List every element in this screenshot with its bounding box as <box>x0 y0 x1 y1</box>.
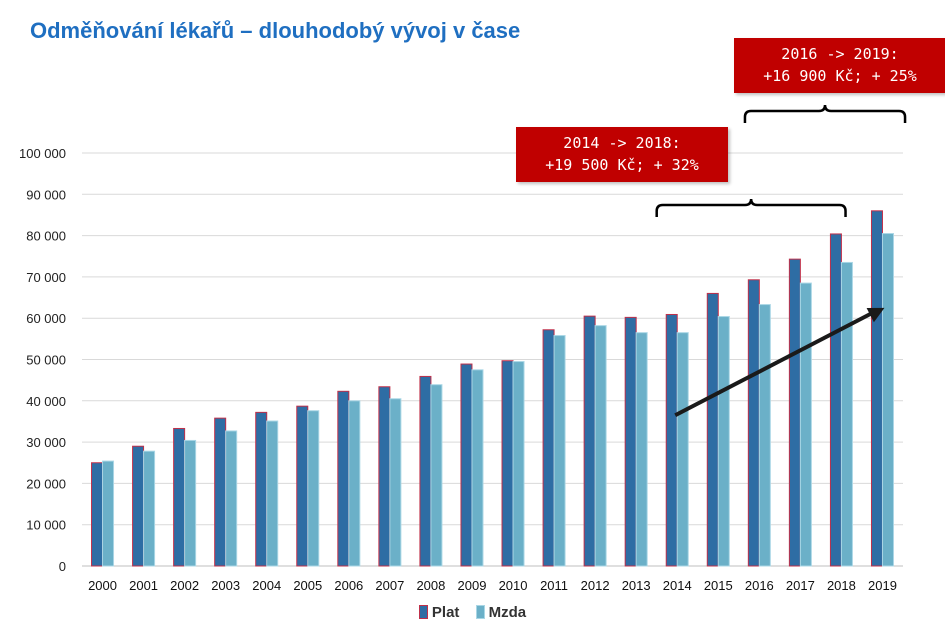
x-tick-label: 2003 <box>211 578 240 593</box>
bar-plat <box>173 427 186 567</box>
bar-plat <box>255 411 268 567</box>
bar-plat <box>706 292 719 567</box>
bar-plat <box>665 313 678 567</box>
y-tick-label: 40 000 <box>26 394 66 409</box>
y-tick-label: 80 000 <box>26 229 66 244</box>
bar-plat <box>747 279 760 567</box>
bar-plat <box>91 462 104 567</box>
x-tick-label: 2002 <box>170 578 199 593</box>
bar-plat <box>870 210 883 567</box>
callout-2016-2019-line2: +16 900 Kč; + 25% <box>763 67 917 85</box>
bar-mzda <box>512 361 525 567</box>
bar-mzda <box>471 369 484 567</box>
x-tick-label: 2007 <box>375 578 404 593</box>
bar-mzda <box>840 261 853 567</box>
bracket-2014-2018 <box>655 198 847 217</box>
bar-plat <box>583 315 596 567</box>
bar-plat <box>378 386 391 567</box>
bar-mzda <box>594 325 607 567</box>
y-tick-label: 0 <box>59 559 66 574</box>
legend: Plat Mzda <box>0 604 945 621</box>
x-tick-label: 2019 <box>868 578 897 593</box>
x-tick-label: 2005 <box>293 578 322 593</box>
trend-arrow <box>674 307 885 418</box>
x-tick-label: 2012 <box>581 578 610 593</box>
bar-plat <box>829 233 842 567</box>
legend-swatch-plat <box>418 605 428 619</box>
x-tick-label: 2001 <box>129 578 158 593</box>
x-tick-label: 2006 <box>334 578 363 593</box>
legend-swatch-mzda <box>475 605 485 619</box>
x-tick-label: 2015 <box>704 578 733 593</box>
bars <box>91 210 894 567</box>
y-tick-label: 30 000 <box>26 435 66 450</box>
x-tick-label: 2017 <box>786 578 815 593</box>
bar-plat <box>419 375 432 567</box>
legend-label-plat: Plat <box>431 604 460 621</box>
x-tick-label: 2018 <box>827 578 856 593</box>
bar-mzda <box>348 400 361 567</box>
bar-mzda <box>389 398 402 567</box>
y-tick-label: 10 000 <box>26 518 66 533</box>
x-tick-label: 2004 <box>252 578 281 593</box>
bar-mzda <box>553 335 566 567</box>
bar-plat <box>501 360 514 567</box>
bar-plat <box>542 329 555 567</box>
y-tick-label: 50 000 <box>26 353 66 368</box>
bar-mzda <box>881 233 894 567</box>
bar-mzda <box>758 304 771 567</box>
x-axis-ticks: 2000 2001 2002 2003 2004 2005 2006 2007 2008 2009… <box>88 578 897 593</box>
bar-mzda <box>102 460 115 567</box>
trend-arrow-head <box>866 307 885 323</box>
legend-label-mzda: Mzda <box>488 604 527 621</box>
bracket-2016-2019 <box>743 104 907 123</box>
bar-plat <box>132 445 145 567</box>
legend-item-plat[interactable]: Plat <box>418 604 460 621</box>
x-tick-label: 2000 <box>88 578 117 593</box>
x-tick-label: 2011 <box>540 578 568 593</box>
y-tick-label: 60 000 <box>26 311 66 326</box>
bar-mzda <box>676 332 689 567</box>
bar-plat <box>296 405 309 567</box>
x-tick-label: 2016 <box>745 578 774 593</box>
x-tick-label: 2010 <box>499 578 528 593</box>
callout-2014-2018-line1: 2014 -> 2018: <box>563 134 681 152</box>
legend-item-mzda[interactable]: Mzda <box>475 604 527 621</box>
bar-mzda <box>184 439 197 567</box>
callout-2014-2018: 2014 -> 2018: +19 500 Kč; + 32% <box>516 127 728 182</box>
bar-plat <box>624 316 637 567</box>
callout-2016-2019-line1: 2016 -> 2019: <box>781 45 899 63</box>
x-tick-label: 2008 <box>416 578 445 593</box>
y-axis-ticks: 0 10 000 20 000 30 000 40 000 50 000 60 000 70 … <box>19 146 66 574</box>
y-tick-label: 20 000 <box>26 476 66 491</box>
chart-title: Odměňování lékařů – dlouhodobý vývoj v č… <box>30 18 521 43</box>
bar-mzda <box>143 450 156 567</box>
bar-plat <box>788 258 801 567</box>
bar-mzda <box>307 410 320 567</box>
bar-mzda <box>225 430 238 567</box>
bar-mzda <box>266 420 279 567</box>
bar-mzda <box>717 316 730 567</box>
y-tick-label: 70 000 <box>26 270 66 285</box>
x-tick-label: 2009 <box>458 578 487 593</box>
callout-2016-2019: 2016 -> 2019: +16 900 Kč; + 25% <box>734 38 945 93</box>
bar-mzda <box>799 282 812 567</box>
bar-mzda <box>430 384 443 567</box>
callout-2014-2018-line2: +19 500 Kč; + 32% <box>545 156 699 174</box>
x-tick-label: 2013 <box>622 578 651 593</box>
brackets <box>655 104 907 217</box>
x-tick-label: 2014 <box>663 578 692 593</box>
bar-plat <box>214 417 227 567</box>
bar-plat <box>337 390 350 567</box>
bar-mzda <box>635 332 648 567</box>
y-tick-label: 100 000 <box>19 146 66 161</box>
trend-arrow-line <box>674 311 874 418</box>
bar-plat <box>460 363 473 567</box>
y-tick-label: 90 000 <box>26 187 66 202</box>
